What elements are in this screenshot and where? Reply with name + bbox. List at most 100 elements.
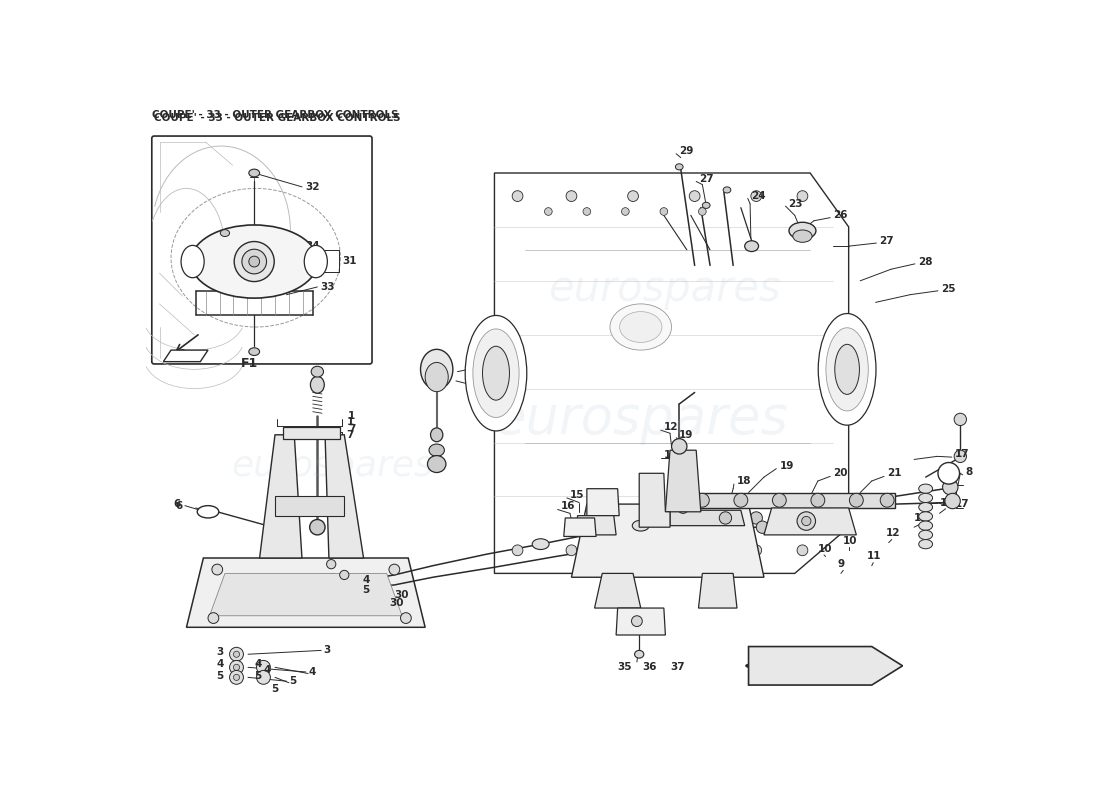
Ellipse shape — [678, 453, 689, 463]
Text: 5: 5 — [272, 684, 278, 694]
Circle shape — [880, 494, 894, 507]
Text: 24: 24 — [751, 191, 766, 201]
Text: 2: 2 — [483, 380, 491, 390]
FancyBboxPatch shape — [152, 136, 372, 364]
Ellipse shape — [918, 494, 933, 502]
Circle shape — [628, 545, 638, 556]
Text: 17: 17 — [955, 499, 969, 509]
Circle shape — [566, 190, 576, 202]
Ellipse shape — [835, 344, 859, 394]
Text: 1: 1 — [346, 418, 354, 427]
Ellipse shape — [793, 230, 812, 242]
Polygon shape — [695, 493, 895, 508]
Circle shape — [583, 208, 591, 215]
Circle shape — [256, 661, 271, 674]
Text: 7: 7 — [348, 424, 355, 434]
Circle shape — [757, 521, 769, 534]
Polygon shape — [260, 435, 301, 558]
Circle shape — [400, 613, 411, 623]
Ellipse shape — [428, 455, 446, 473]
Text: 4: 4 — [308, 667, 316, 677]
Text: 12: 12 — [886, 528, 900, 538]
Text: eurospares: eurospares — [548, 267, 780, 310]
Text: 23: 23 — [789, 198, 803, 209]
Ellipse shape — [234, 242, 274, 282]
Circle shape — [566, 545, 576, 556]
Ellipse shape — [918, 539, 933, 549]
Ellipse shape — [675, 164, 683, 170]
Text: 5: 5 — [289, 676, 296, 686]
Circle shape — [327, 559, 336, 569]
Text: 7: 7 — [346, 430, 354, 440]
Circle shape — [233, 651, 240, 658]
Polygon shape — [575, 516, 616, 535]
Circle shape — [621, 208, 629, 215]
Circle shape — [750, 512, 762, 524]
Text: 3: 3 — [323, 646, 331, 655]
Circle shape — [212, 564, 222, 575]
Ellipse shape — [182, 246, 205, 278]
Text: 5: 5 — [254, 671, 262, 681]
Ellipse shape — [420, 350, 453, 390]
Ellipse shape — [425, 362, 449, 392]
Ellipse shape — [609, 304, 671, 350]
Text: 18: 18 — [737, 476, 751, 486]
Text: 14: 14 — [939, 498, 954, 507]
Text: 11: 11 — [867, 551, 881, 562]
Text: 33: 33 — [320, 282, 334, 292]
Ellipse shape — [703, 202, 711, 209]
Text: 19: 19 — [779, 461, 794, 470]
Text: 26: 26 — [834, 210, 848, 220]
Circle shape — [628, 190, 638, 202]
Text: 16: 16 — [561, 502, 575, 511]
Ellipse shape — [220, 230, 230, 237]
Ellipse shape — [532, 538, 549, 550]
Polygon shape — [326, 435, 363, 558]
Text: 23: 23 — [726, 513, 740, 523]
Polygon shape — [670, 510, 745, 526]
Circle shape — [230, 670, 243, 684]
Circle shape — [695, 494, 710, 507]
Circle shape — [798, 190, 807, 202]
Text: 5: 5 — [217, 671, 223, 681]
Polygon shape — [749, 646, 902, 685]
Circle shape — [631, 616, 642, 626]
Text: 34: 34 — [306, 241, 320, 251]
Text: A: A — [945, 469, 953, 478]
Polygon shape — [283, 427, 341, 438]
Text: 27: 27 — [700, 174, 714, 184]
Circle shape — [230, 661, 243, 674]
Circle shape — [233, 674, 240, 681]
Ellipse shape — [745, 241, 759, 251]
Ellipse shape — [242, 250, 266, 274]
Circle shape — [256, 670, 271, 684]
Circle shape — [938, 462, 959, 484]
Circle shape — [802, 517, 811, 526]
Text: 30: 30 — [395, 590, 409, 600]
Circle shape — [954, 450, 967, 462]
Circle shape — [798, 545, 807, 556]
Ellipse shape — [918, 530, 933, 539]
Circle shape — [772, 494, 786, 507]
Circle shape — [954, 414, 967, 426]
Polygon shape — [495, 173, 849, 574]
Ellipse shape — [632, 520, 649, 531]
Text: 5: 5 — [362, 586, 370, 595]
Text: 6: 6 — [175, 501, 183, 510]
Circle shape — [208, 613, 219, 623]
Circle shape — [849, 494, 864, 507]
Text: eurospares: eurospares — [493, 394, 789, 446]
Text: 36: 36 — [642, 662, 657, 672]
Text: 25: 25 — [942, 283, 956, 294]
Polygon shape — [563, 518, 596, 537]
Ellipse shape — [249, 256, 260, 267]
Text: 35: 35 — [618, 662, 632, 672]
Circle shape — [798, 512, 815, 530]
Text: 1: 1 — [348, 411, 355, 422]
Circle shape — [340, 570, 349, 579]
Text: 3: 3 — [217, 647, 223, 657]
Circle shape — [389, 564, 399, 575]
Text: 21: 21 — [887, 468, 902, 478]
Circle shape — [719, 512, 732, 524]
Ellipse shape — [678, 502, 689, 514]
